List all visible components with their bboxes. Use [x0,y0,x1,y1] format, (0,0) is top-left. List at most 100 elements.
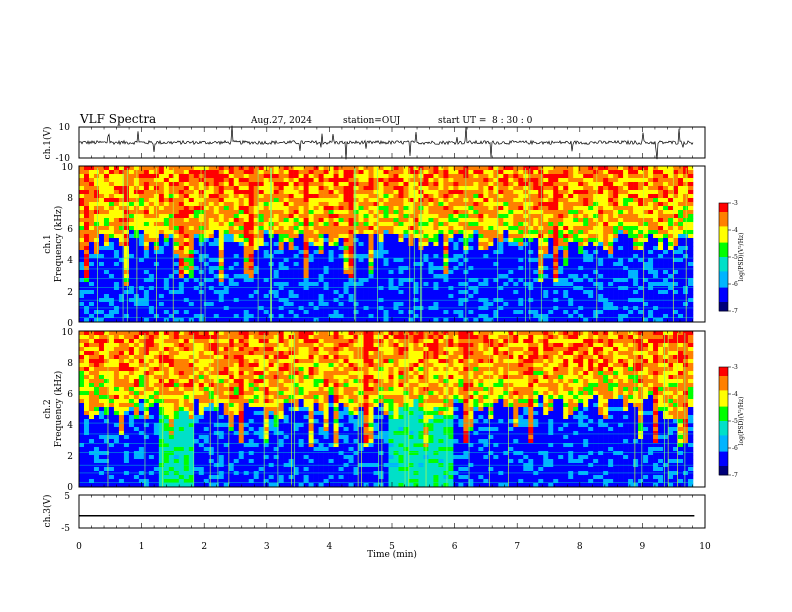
spectrogram-cell [233,278,240,283]
spectrogram-cell [583,258,589,263]
spectrogram-cell [273,250,279,255]
spectrogram-cell [633,166,639,171]
spectrogram-cell [168,314,175,319]
spectrogram-cell [433,286,439,291]
spectrogram-cell [618,202,624,207]
spectrogram-cell [343,178,349,183]
spectrogram-cell [128,246,135,251]
spectrogram-cell [158,194,165,199]
spectrogram-cell [533,286,539,291]
spectrogram-cell [418,166,424,171]
spectrogram-cell [563,238,569,243]
spectrogram-cell [283,282,289,287]
spectrogram-cell [243,274,250,279]
spectrogram-cell [198,274,205,279]
spectrogram-cell [648,302,654,307]
spectrogram-cell [383,318,389,323]
spectrogram-cell [348,318,354,323]
spectrogram-cell [318,234,324,239]
spectrogram-cell [588,318,594,323]
spectrogram-cell [203,186,210,191]
spectrogram-cell [343,186,349,191]
spectrogram-cell [83,431,90,436]
spectrogram-cell [328,182,334,187]
spectrogram-cell [453,262,459,267]
spectrogram-cell [188,222,195,227]
spectrogram-cell [228,290,235,295]
spectrogram-cell [568,282,574,287]
spectrogram-cell [403,318,409,323]
spectrogram-cell [658,270,664,275]
spectrogram-cell [228,278,235,283]
spectrogram-cell [333,206,339,211]
spectrogram-cell [568,266,574,271]
spectrogram-cell [668,230,674,235]
spectrogram-cell [168,318,175,323]
spectrogram-cell [658,206,664,211]
spectrogram-cell [573,278,579,283]
spectrogram-cell [273,182,279,187]
spectrogram-cell [103,238,110,243]
spectrogram-cell [488,190,494,195]
spectrogram-cell [358,174,364,179]
spectrogram-cell [163,222,170,227]
spectrogram-cell [83,194,90,199]
spectrogram-cell [653,314,659,319]
spectrogram-cell [433,294,439,299]
spectrogram-cell [303,262,309,267]
spectrogram-cell [683,226,689,231]
spectrogram-cell [633,222,639,227]
spectrogram-cell [583,246,589,251]
spectrogram-cell [623,194,629,199]
spectrogram-cell [648,250,654,255]
spectrogram-cell [593,254,599,259]
spectrogram-cell [283,202,289,207]
spectrogram-cell [488,206,494,211]
spectrogram-cell [578,238,584,243]
spectrogram-cell [123,274,130,279]
spectrogram-cell [438,214,444,219]
spectrogram-cell [628,202,634,207]
spectrogram-cell [333,262,339,267]
spectrogram-cell [388,282,394,287]
spectrogram-cell [428,222,434,227]
spectrogram-cell [548,266,554,271]
spectrogram-cell [448,174,454,179]
spectrogram-cell [373,266,379,271]
spectrogram-cell [383,182,389,187]
spectrogram-cell [213,246,220,251]
spectrogram-cell [638,270,644,275]
spectrogram-cell [238,234,245,239]
spectrogram-cell [473,302,479,307]
spectrogram-cell [608,206,614,211]
spectrogram-cell [623,202,629,207]
spectrogram-cell [683,278,689,283]
spectrogram-cell [158,166,165,171]
spectrogram-cell [613,178,619,183]
spectrogram-cell [498,206,504,211]
spectrogram-cell [208,286,215,291]
spectrogram-cell [203,218,210,223]
spectrogram-cell [318,238,324,243]
spectrogram-cell [98,222,105,227]
spectrogram-cell [143,246,150,251]
spectrogram-cell [88,238,95,243]
spectrogram-cell [433,174,439,179]
spectrogram-cell [143,278,150,283]
spectrogram-cell [108,270,115,275]
spectrogram-cell [593,238,599,243]
spectrogram-cell [288,202,294,207]
spectrogram-cell [508,302,514,307]
spectrogram-cell [313,230,319,235]
spectrogram-cell [148,222,155,227]
spectrogram-cell [673,242,679,247]
spectrogram-cell [688,210,694,215]
spectrogram-cell [358,262,364,267]
spectrogram-cell [218,274,225,279]
spectrogram-cell [538,218,544,223]
spectrogram-cell [298,194,304,199]
spectrogram-cell [238,238,245,243]
spectrogram-cell [683,242,689,247]
spectrogram-cell [513,294,519,299]
spectrogram-cell [468,282,474,287]
